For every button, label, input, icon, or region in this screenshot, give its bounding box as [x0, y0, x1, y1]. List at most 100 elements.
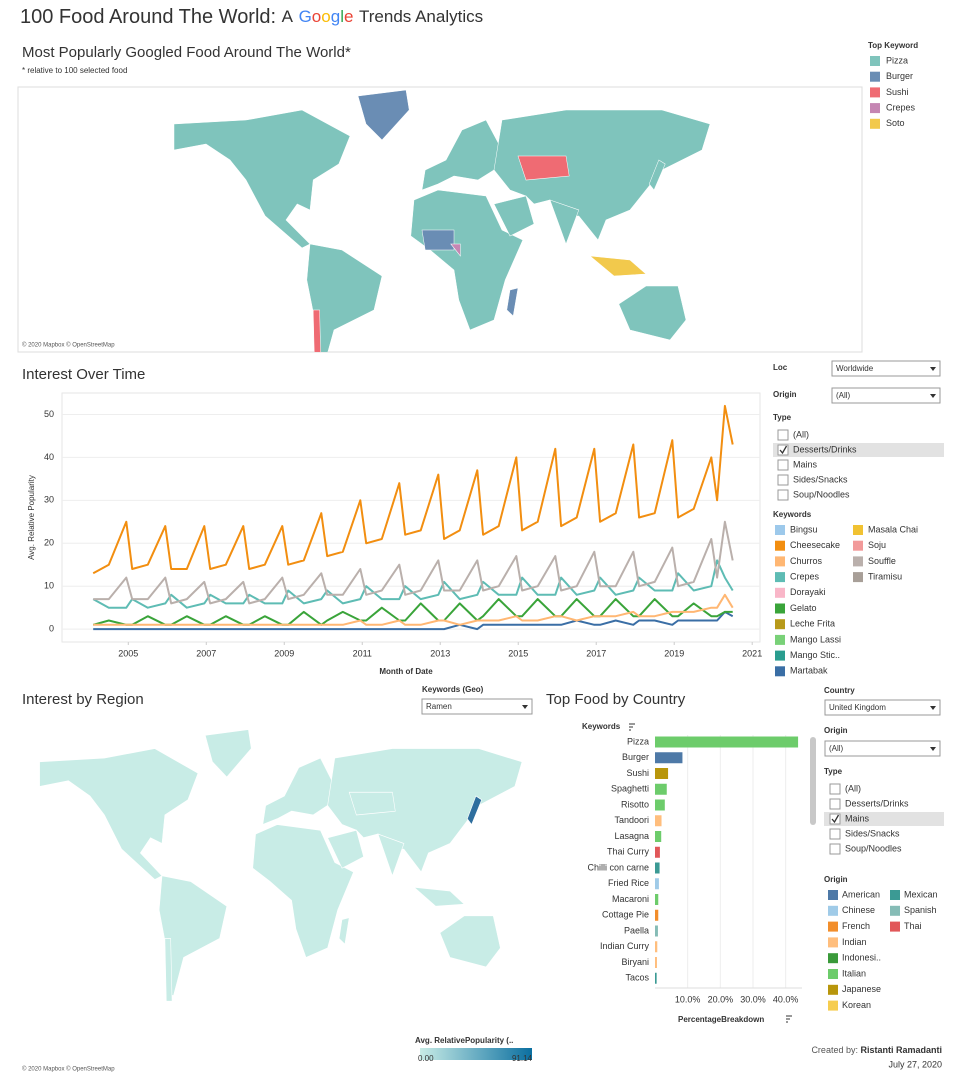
category-label: Biryani [621, 957, 649, 967]
category-label: Fried Rice [608, 878, 649, 888]
legend-label: Chinese [842, 905, 875, 915]
title-tail: Trends Analytics [359, 7, 483, 26]
google-letter: e [344, 7, 353, 26]
option-label: Mains [793, 459, 818, 469]
legend-swatch [775, 603, 785, 614]
legend-swatch [870, 56, 880, 66]
title-main: 100 Food Around The World: [20, 6, 276, 28]
x-tick-label: 2021 [742, 648, 762, 658]
legend-swatch [828, 953, 838, 964]
dropdown[interactable] [824, 740, 941, 757]
scale-min: 0.00 [418, 1054, 434, 1063]
legend-swatch [853, 525, 863, 535]
legend-swatch [890, 921, 900, 932]
sort-icon[interactable] [786, 1015, 792, 1023]
option-label: Sides/Snacks [845, 828, 900, 838]
category-label: Cottage Pie [602, 910, 649, 920]
dropdown-value: United Kingdom [829, 703, 886, 712]
checkbox[interactable] [777, 489, 789, 501]
legend-title: Keywords [773, 510, 812, 519]
section-title: Most Popularly Googled Food Around The W… [22, 44, 351, 61]
checkbox[interactable] [829, 783, 841, 795]
checkbox[interactable] [829, 798, 841, 810]
author: Ristanti Ramadanti [860, 1045, 942, 1055]
dropdown-arrow [930, 706, 936, 710]
legend-label: Souffle [868, 556, 896, 566]
scrollbar[interactable] [810, 737, 816, 825]
credit-label: Created by: [811, 1045, 858, 1055]
category-label: Tandoori [614, 815, 649, 825]
section-title: Interest by Region [22, 691, 144, 708]
legend-swatch [775, 525, 785, 535]
dropdown[interactable] [831, 387, 941, 404]
legend-label: American [842, 889, 880, 899]
legend-label: Burger [886, 71, 913, 81]
category-label: Tacos [625, 973, 649, 983]
legend-label: Italian [842, 968, 866, 978]
legend-label: Bingsu [790, 524, 818, 534]
legend-label: Mango Lassi [790, 634, 841, 644]
legend-label: Mango Stic.. [790, 650, 840, 660]
bar [655, 768, 669, 779]
dashboard-title: 100 Food Around The World: A Google Tren… [20, 6, 483, 28]
x-tick-label: 2017 [586, 648, 606, 658]
legend-label: Japanese [842, 984, 881, 994]
legend-swatch [828, 905, 838, 916]
checkbox[interactable] [777, 429, 789, 441]
category-label: Sushi [626, 768, 649, 778]
checkbox[interactable] [777, 474, 789, 486]
map-credit: © 2020 Mapbox © OpenStreetMap [22, 342, 115, 349]
legend-swatch [775, 540, 785, 551]
bar [655, 972, 657, 984]
dropdown-arrow [930, 367, 936, 371]
category-label: Thai Curry [607, 847, 650, 857]
checkbox[interactable] [829, 843, 841, 855]
legend-label: Dorayaki [790, 587, 826, 597]
dropdown[interactable] [831, 360, 941, 377]
section-title: Top Food by Country [546, 691, 686, 708]
section-title: Interest Over Time [22, 366, 145, 383]
bar [655, 862, 660, 874]
filter-label: Type [824, 767, 843, 776]
google-letter: g [331, 7, 340, 26]
option-label: Soup/Noodles [793, 489, 850, 499]
bar [655, 783, 667, 795]
region-shape [348, 791, 397, 816]
x-tick-label: 2011 [353, 648, 372, 658]
bar [655, 941, 658, 953]
y-tick-label: 30 [44, 495, 54, 505]
checkbox[interactable] [777, 444, 789, 456]
filter-label: Country [824, 686, 855, 695]
bar [655, 752, 683, 764]
region-shape [517, 155, 571, 181]
category-label: Risotto [621, 799, 649, 809]
legend-label: Martabak [790, 666, 828, 676]
dropdown[interactable] [824, 699, 941, 716]
google-letter: l [340, 7, 344, 26]
bar [655, 925, 658, 937]
legend-label: Masala Chai [868, 524, 918, 534]
dropdown[interactable] [421, 698, 533, 715]
legend-swatch [870, 118, 880, 129]
google-word: Google [299, 7, 354, 26]
checkbox[interactable] [777, 459, 789, 471]
checkbox[interactable] [829, 828, 841, 840]
category-label: Burger [622, 752, 649, 762]
legend-title: Top Keyword [868, 41, 918, 50]
option-label: Sides/Snacks [793, 474, 848, 484]
filter-label: Keywords (Geo) [422, 685, 484, 694]
dropdown-arrow [930, 394, 936, 398]
legend-swatch [828, 937, 838, 948]
sort-icon[interactable] [629, 723, 635, 731]
bar [655, 894, 659, 905]
legend-swatch [828, 1000, 838, 1011]
bar [655, 799, 665, 811]
x-tick-label: 2013 [430, 648, 450, 658]
series-line [92, 404, 734, 575]
legend-swatch [828, 890, 838, 900]
legend-swatch [775, 619, 785, 630]
y-tick-label: 10 [44, 581, 54, 591]
checkbox[interactable] [829, 813, 841, 825]
dropdown-arrow [930, 747, 936, 751]
